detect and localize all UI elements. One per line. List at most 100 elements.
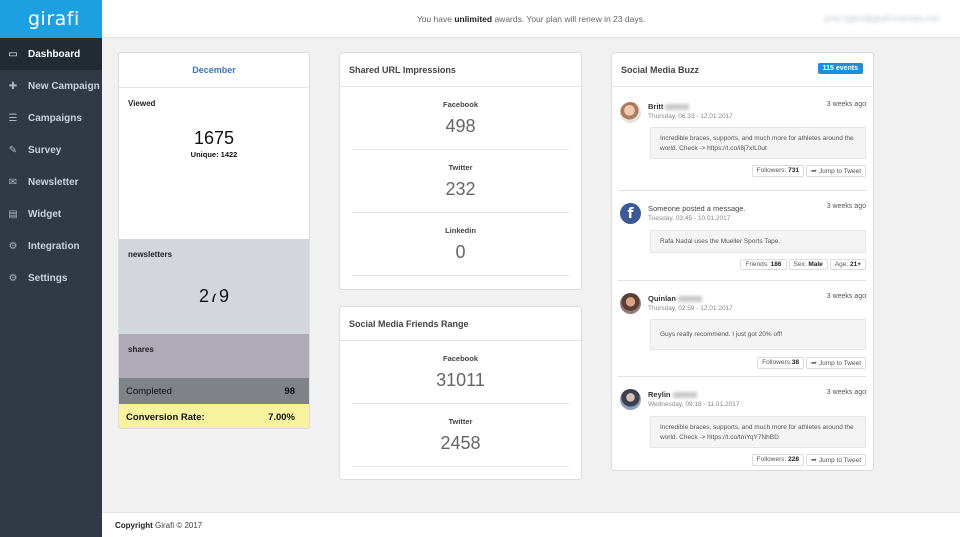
followers-count: 731 bbox=[788, 167, 799, 174]
facebook-icon: f bbox=[620, 203, 641, 224]
divider bbox=[352, 466, 569, 467]
sidebar-item-label: Settings bbox=[28, 272, 68, 284]
post-message: Incredible braces, supports, and much mo… bbox=[650, 416, 866, 448]
plan-status: You have unlimited awards. Your plan wil… bbox=[102, 14, 960, 24]
plus-icon: ✚ bbox=[8, 80, 18, 92]
author-name[interactable]: Britt bbox=[648, 102, 690, 111]
relative-time: 3 weeks ago bbox=[826, 389, 866, 396]
list-icon: ☰ bbox=[8, 112, 18, 124]
jump-to-tweet-button[interactable]: ➦ Jump to Tweet bbox=[805, 454, 866, 466]
jump-to-tweet-button[interactable]: ➦ Jump to Tweet bbox=[805, 357, 866, 369]
stat-value: 2458 bbox=[440, 433, 481, 453]
funnel-arrow bbox=[193, 186, 237, 199]
share-arrow-icon: ➦ bbox=[810, 360, 817, 367]
followers-chip: Followers: 228 bbox=[751, 454, 804, 466]
sidebar-item-dashboard[interactable]: ▭ Dashboard bbox=[0, 38, 102, 70]
post-message: Rafa Nadal uses the Mueller Sports Tape. bbox=[650, 230, 866, 253]
sidebar-item-label: Widget bbox=[28, 208, 62, 220]
sidebar-item-new-campaign[interactable]: ✚ New Campaign bbox=[0, 70, 102, 102]
avatar bbox=[620, 293, 641, 314]
followers-chip: Followers: 731 bbox=[751, 165, 804, 177]
sidebar-item-integration[interactable]: ⚙ Integration bbox=[0, 230, 102, 262]
author-name[interactable]: Reylin bbox=[648, 390, 697, 399]
stat-value: 0 bbox=[455, 242, 466, 262]
post-message: Incredible braces, supports, and much mo… bbox=[650, 127, 866, 159]
divider bbox=[352, 149, 569, 150]
divider bbox=[352, 403, 569, 404]
stat-value: 232 bbox=[445, 179, 476, 199]
author-first-name: Britt bbox=[648, 102, 664, 111]
followers-label: Followers: bbox=[762, 359, 792, 366]
completed-label: Completed bbox=[126, 385, 172, 397]
sidebar: girafi ▭ Dashboard ✚ New Campaign ☰ Camp… bbox=[0, 0, 102, 537]
sidebar-item-campaigns[interactable]: ☰ Campaigns bbox=[0, 102, 102, 134]
sidebar-item-settings[interactable]: ⚙ Settings bbox=[0, 262, 102, 294]
stat-label: Twitter bbox=[448, 163, 473, 172]
avatar bbox=[620, 102, 641, 123]
plan-prefix: You have bbox=[416, 14, 455, 24]
jump-to-tweet-button[interactable]: ➦ Jump to Tweet bbox=[805, 165, 866, 177]
app-logo[interactable]: girafi bbox=[0, 0, 102, 38]
sex-chip: Sex: Male bbox=[788, 259, 828, 270]
unique-value: Unique: 1422 bbox=[190, 150, 238, 159]
edit-icon: ✎ bbox=[8, 144, 18, 156]
sidebar-item-label: Campaigns bbox=[28, 112, 82, 124]
social-buzz-panel: Social Media Buzz 115 events Britt Thurs… bbox=[611, 52, 874, 471]
impressions-twitter: Twitter 232 bbox=[340, 150, 581, 212]
followers-chip: Followers:38 bbox=[757, 357, 804, 369]
age-label: Age: bbox=[834, 261, 849, 268]
sex-label: Sex: bbox=[793, 261, 807, 268]
stat-label: Facebook bbox=[442, 354, 478, 363]
author-first-name: Reylin bbox=[648, 390, 671, 399]
plan-suffix: awards. Your plan will renew in 23 days. bbox=[492, 14, 646, 24]
funnel-arrow bbox=[193, 281, 237, 294]
friends-label: Friends: bbox=[745, 261, 769, 268]
blurred-surname bbox=[665, 104, 690, 111]
post-meta: Followers: 731 ➦ Jump to Tweet bbox=[751, 165, 866, 177]
sidebar-item-widget[interactable]: ▤ Widget bbox=[0, 198, 102, 230]
friends-range-title: Social Media Friends Range bbox=[340, 307, 581, 341]
post-date: Thursday, 02:59 - 12.01.2017 bbox=[648, 305, 733, 312]
conversion-value: 7.00% bbox=[268, 411, 295, 423]
stat-label: Linkedin bbox=[445, 226, 476, 235]
viewed-value: 1675 bbox=[193, 128, 235, 148]
conversion-row: Conversion Rate: 7.00% bbox=[119, 404, 309, 428]
sidebar-item-label: Integration bbox=[28, 240, 80, 252]
impressions-panel: Shared URL Impressions Facebook 498 Twit… bbox=[339, 52, 582, 290]
blurred-surname bbox=[672, 392, 697, 399]
copyright-label: Copyright bbox=[115, 521, 153, 530]
events-count-badge[interactable]: 115 events bbox=[817, 63, 863, 74]
impressions-title: Shared URL Impressions bbox=[340, 53, 581, 87]
funnel-panel: December Viewed 1675 Unique: 1422 newsle… bbox=[118, 52, 310, 429]
funnel-month-title[interactable]: December bbox=[119, 53, 309, 88]
avatar bbox=[620, 389, 641, 410]
share-arrow-icon: ➦ bbox=[810, 168, 817, 175]
conversion-label: Conversion Rate: bbox=[126, 411, 205, 423]
sidebar-item-label: New Campaign bbox=[28, 80, 100, 92]
sidebar-item-label: Newsletter bbox=[28, 176, 79, 188]
share-arrow-icon: ➦ bbox=[810, 457, 817, 464]
followers-label: Followers: bbox=[756, 167, 787, 174]
relative-time: 3 weeks ago bbox=[826, 203, 866, 210]
author-name[interactable]: Quinlan bbox=[648, 294, 702, 303]
sidebar-item-label: Dashboard bbox=[28, 48, 81, 60]
top-bar: You have unlimited awards. Your plan wil… bbox=[102, 0, 960, 38]
impressions-facebook: Facebook 498 bbox=[340, 87, 581, 149]
user-email[interactable]: jane.rogers@girafi-example.com bbox=[824, 14, 940, 23]
gear-icon: ⚙ bbox=[8, 272, 18, 284]
completed-value: 98 bbox=[284, 385, 295, 397]
shares-label: shares bbox=[128, 345, 154, 354]
author-first-name: Quinlan bbox=[648, 294, 676, 303]
sidebar-item-newsletter[interactable]: ✉ Newsletter bbox=[0, 166, 102, 198]
jump-label: Jump to Tweet bbox=[818, 457, 861, 464]
sidebar-item-survey[interactable]: ✎ Survey bbox=[0, 134, 102, 166]
post-meta: Followers:38 ➦ Jump to Tweet bbox=[757, 357, 866, 369]
social-buzz-title: Social Media Buzz 115 events bbox=[612, 53, 873, 87]
stat-value: 498 bbox=[445, 116, 476, 136]
funnel-viewed-section: Viewed 1675 Unique: 1422 bbox=[119, 88, 309, 239]
widget-list-icon: ▤ bbox=[8, 208, 18, 220]
stat-label: Twitter bbox=[448, 417, 473, 426]
blurred-surname bbox=[677, 296, 702, 303]
followers-count: 38 bbox=[791, 359, 799, 366]
friends-count: 186 bbox=[770, 261, 782, 268]
